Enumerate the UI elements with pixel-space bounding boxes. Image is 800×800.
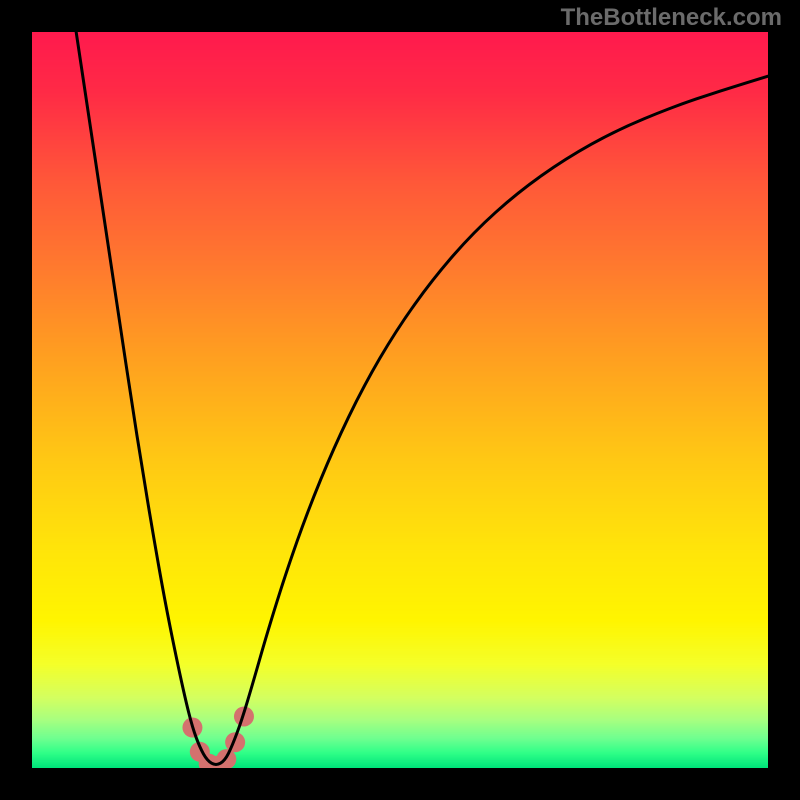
watermark-text: TheBottleneck.com <box>561 4 782 32</box>
background-gradient <box>32 32 768 768</box>
plot-area <box>32 32 768 768</box>
chart-root: TheBottleneck.com <box>0 0 800 800</box>
